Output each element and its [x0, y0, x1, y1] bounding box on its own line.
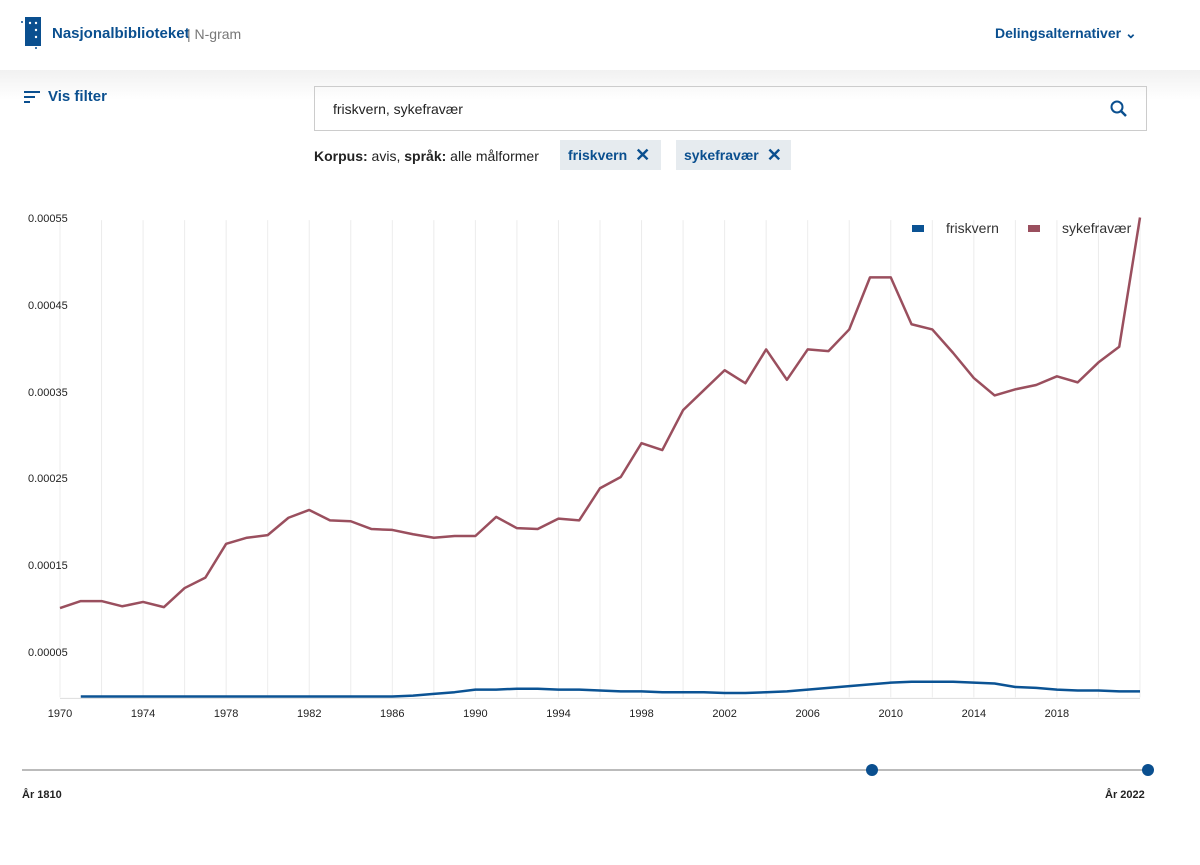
y-tick-label: 0.00005 — [28, 647, 68, 659]
chip-label: friskvern — [568, 147, 628, 163]
x-tick-label: 2006 — [795, 708, 820, 720]
slider-max-label: År 2022 — [1105, 789, 1145, 801]
x-tick-label: 1994 — [546, 708, 571, 720]
y-tick-label: 0.00035 — [28, 386, 68, 399]
x-tick-label: 2010 — [878, 708, 904, 720]
x-tick-label: 2002 — [712, 708, 737, 720]
legend-label: sykefravær — [1062, 220, 1132, 236]
x-tick-label: 1974 — [130, 708, 156, 720]
legend-swatch — [1028, 224, 1040, 232]
chip-friskvern[interactable]: friskvern ✕ — [560, 140, 661, 170]
corpus-label: Korpus: — [314, 148, 368, 164]
slider-handle-to[interactable] — [1142, 764, 1154, 776]
y-tick-label: 0.00045 — [28, 299, 68, 312]
share-options-button[interactable]: Delingsalternativer ⌄ — [995, 25, 1137, 42]
x-tick-label: 1986 — [380, 708, 405, 720]
search-box — [314, 86, 1147, 131]
language-value: alle målformer — [446, 148, 539, 164]
year-range-slider-track[interactable] — [22, 769, 1148, 771]
show-filter-button[interactable]: Vis filter — [24, 88, 107, 105]
app-name: | N-gram — [187, 26, 242, 42]
series-line-friskvern — [80, 680, 1140, 698]
x-tick-label: 1982 — [296, 708, 322, 720]
series-line-sykefravær — [59, 217, 1142, 610]
subbar-shadow — [0, 70, 1200, 100]
corpus-info: Korpus: avis, språk: alle målformer — [314, 148, 539, 164]
share-label: Delingsalternativer — [995, 25, 1122, 41]
x-tick-label: 2018 — [1044, 708, 1070, 720]
filter-label: Vis filter — [48, 88, 107, 105]
language-label: språk: — [404, 148, 447, 164]
legend-label: friskvern — [946, 220, 999, 236]
slider-min-label: År 1810 — [22, 789, 62, 801]
chevron-down-icon: ⌄ — [1124, 25, 1137, 41]
slider-handle-from[interactable] — [865, 764, 878, 776]
top-bar: Nasjonalbiblioteket | N-gram Delingsalte… — [0, 0, 1200, 70]
x-tick-label: 1978 — [213, 708, 239, 720]
legend-swatch — [912, 224, 924, 232]
search-icon[interactable] — [1110, 100, 1128, 118]
search-input[interactable] — [331, 99, 1146, 118]
brand-name[interactable]: Nasjonalbiblioteket — [52, 25, 190, 42]
y-tick-label: 0.00015 — [28, 560, 68, 573]
x-tick-label: 2014 — [961, 708, 987, 720]
y-tick-label: 0.00055 — [28, 213, 68, 226]
corpus-value: avis, — [367, 148, 405, 164]
legend-friskvern[interactable]: friskvern — [912, 220, 999, 236]
x-tick-label: 1970 — [47, 708, 73, 720]
chip-label: sykefravær — [684, 147, 759, 163]
filter-icon — [24, 90, 40, 103]
close-icon[interactable]: ✕ — [635, 144, 651, 165]
chip-sykefravaer[interactable]: sykefravær ✕ — [676, 140, 791, 170]
x-tick-label: 1998 — [629, 708, 654, 720]
y-tick-label: 0.00025 — [28, 473, 68, 486]
x-tick-label: 1990 — [463, 708, 488, 720]
close-icon[interactable]: ✕ — [766, 144, 782, 165]
legend-sykefravaer[interactable]: sykefravær — [1028, 220, 1131, 236]
nb-logo-icon — [21, 17, 41, 49]
